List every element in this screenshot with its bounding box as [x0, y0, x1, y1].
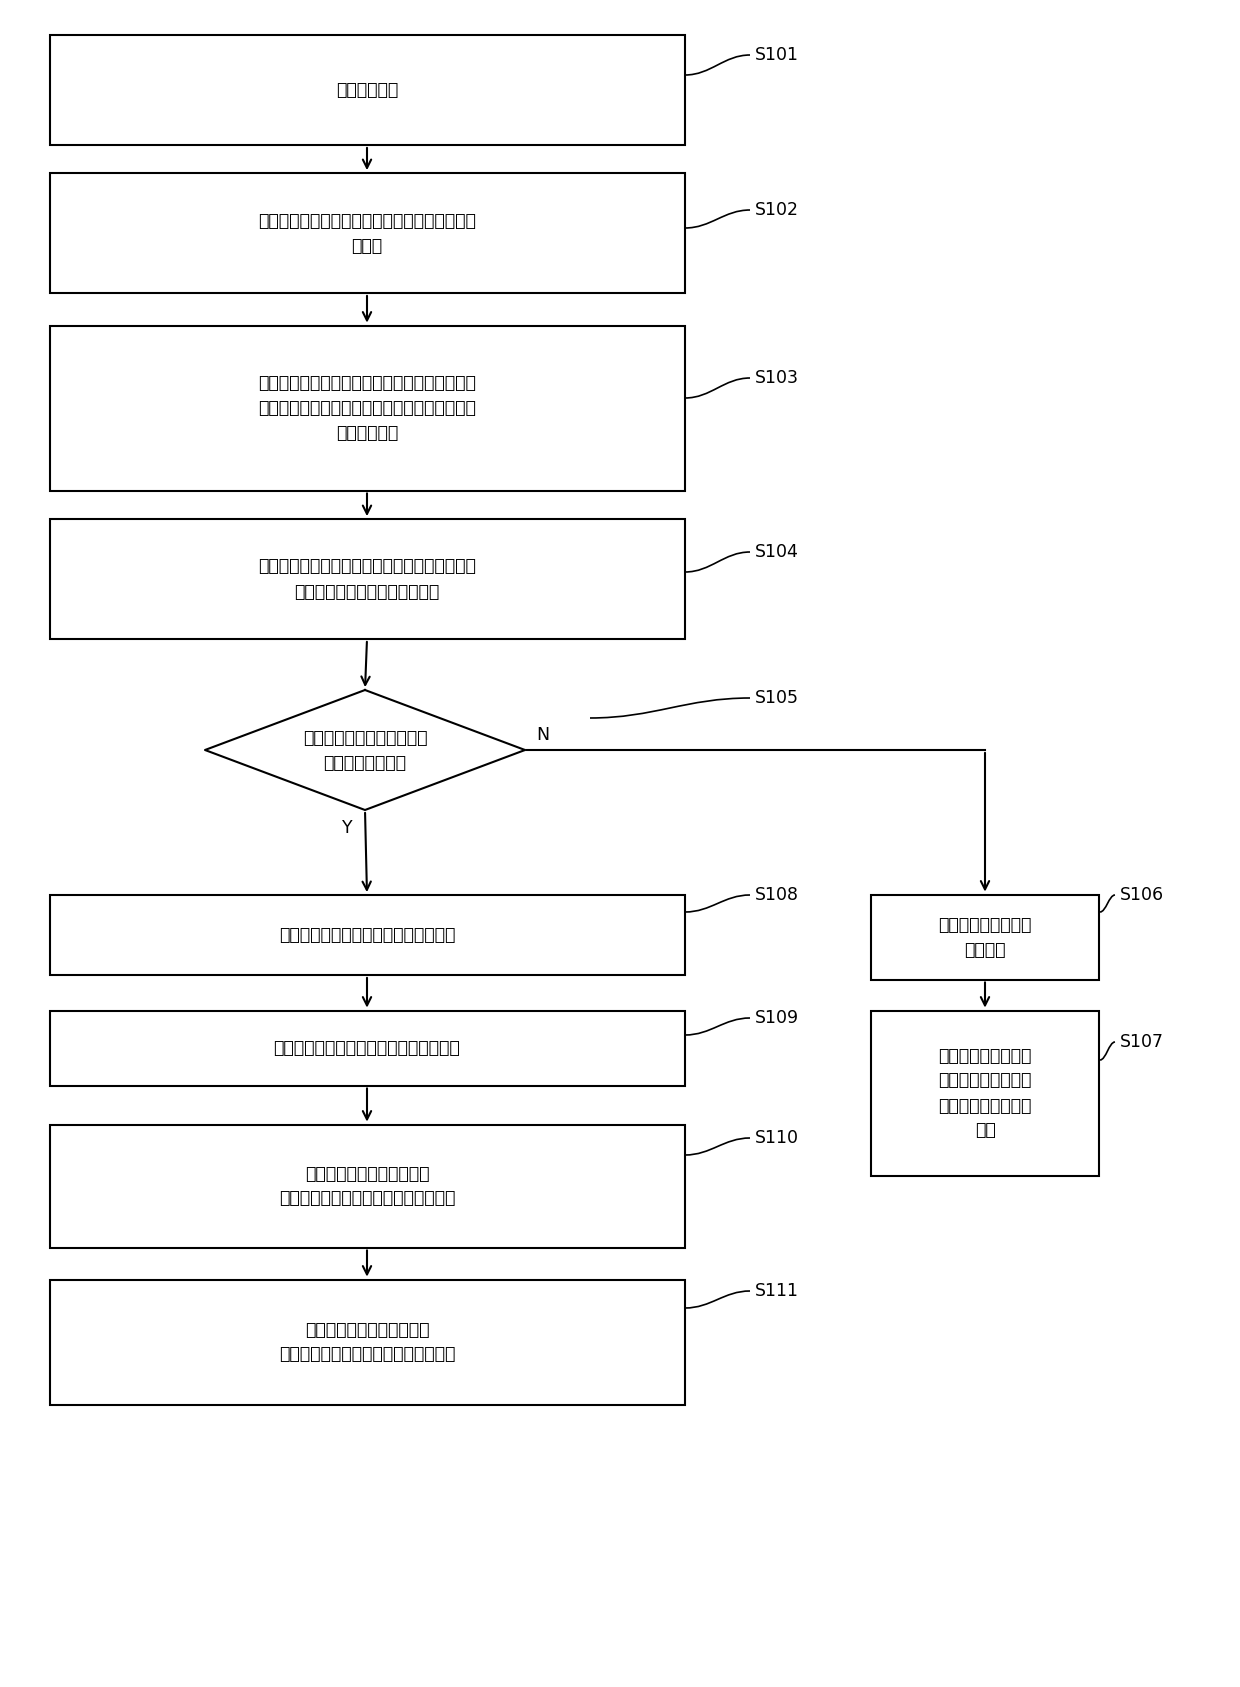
Text: 接收到货数据，并生
成到货单: 接收到货数据，并生 成到货单	[939, 916, 1032, 958]
Bar	[870, 1011, 1099, 1176]
Bar	[50, 520, 684, 639]
Text: 接收成品出库检验数据，当
数据达到预设标准时，生成成品出库单: 接收成品出库检验数据，当 数据达到预设标准时，生成成品出库单	[279, 1321, 455, 1363]
Text: 接收订单数据: 接收订单数据	[336, 81, 398, 100]
Text: 结合结存可用量清单和采购计划表，按照第二预
设规则进行计算，生成生产订单: 结合结存可用量清单和采购计划表，按照第二预 设规则进行计算，生成生产订单	[258, 557, 476, 601]
Bar	[50, 326, 684, 491]
Text: 接收成品入库检验数据，当
数据达到预设标准时，生成成品入库单: 接收成品入库检验数据，当 数据达到预设标准时，生成成品入库单	[279, 1164, 455, 1208]
Text: 接收物料入库检验数
据，当数据满足预设
条件时，生成采购入
库单: 接收物料入库检验数 据，当数据满足预设 条件时，生成采购入 库单	[939, 1046, 1032, 1139]
Bar	[50, 35, 684, 145]
Bar	[50, 896, 684, 975]
Text: 接收生产派工数据，并生成生产派工单: 接收生产派工数据，并生成生产派工单	[279, 926, 455, 945]
Text: S108: S108	[755, 886, 799, 904]
Text: S105: S105	[755, 688, 799, 707]
Text: S106: S106	[1120, 886, 1164, 904]
Bar	[50, 1011, 684, 1085]
Text: S103: S103	[755, 369, 799, 386]
Bar	[870, 894, 1099, 980]
Text: S102: S102	[755, 201, 799, 219]
Bar	[50, 1125, 684, 1247]
Text: 获得生产备料数据，并判断
是否满足生产需求: 获得生产备料数据，并判断 是否满足生产需求	[303, 729, 428, 771]
Text: 调取结存可用量清单，并结合生产计划表和产品
设计物料清单，按照第一预设规则进行计算，生
成采购计划表: 调取结存可用量清单，并结合生产计划表和产品 设计物料清单，按照第一预设规则进行计…	[258, 375, 476, 442]
Text: S101: S101	[755, 46, 799, 64]
Text: N: N	[537, 725, 549, 744]
Text: S111: S111	[755, 1282, 799, 1301]
Text: S110: S110	[755, 1129, 799, 1147]
Bar	[50, 174, 684, 294]
Text: Y: Y	[342, 818, 352, 837]
Text: S107: S107	[1120, 1032, 1164, 1051]
Bar	[50, 1279, 684, 1405]
Text: 接收完工情况数据，生成完工情况报告单: 接收完工情况数据，生成完工情况报告单	[274, 1039, 460, 1058]
Text: 依据订单数据同时生成生产计划表和产品设计物
料清单: 依据订单数据同时生成生产计划表和产品设计物 料清单	[258, 211, 476, 255]
Text: S104: S104	[755, 543, 799, 562]
Text: S109: S109	[755, 1009, 799, 1027]
Polygon shape	[205, 690, 525, 810]
